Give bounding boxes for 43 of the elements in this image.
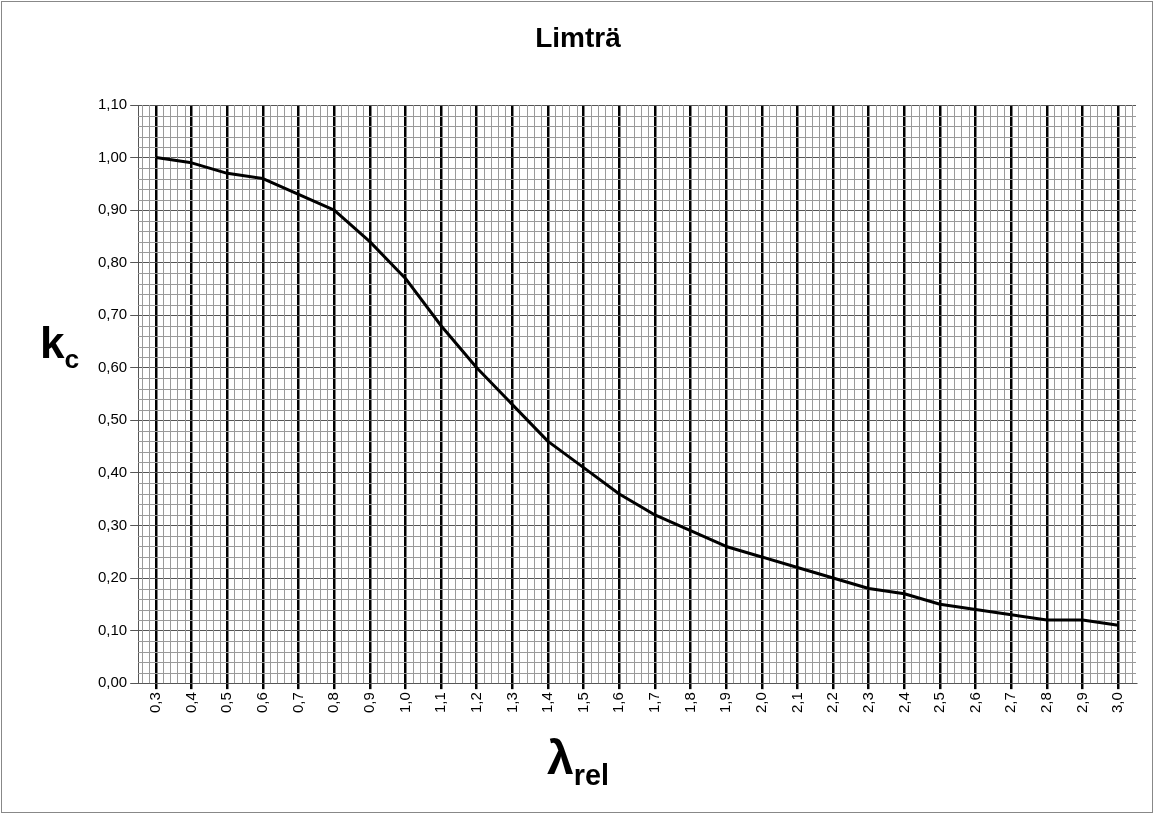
- x-tick-label: 2,4: [894, 692, 912, 714]
- y-tick-label: 1,10: [97, 95, 128, 113]
- y-tick-label: 0,90: [97, 200, 128, 218]
- x-tick-label: 2,0: [751, 692, 769, 714]
- x-tick-label: 0,4: [181, 692, 199, 714]
- x-tick-label: 0,6: [253, 692, 271, 714]
- y-tick-label: 0,40: [97, 463, 128, 481]
- x-tick-label: 1,6: [609, 692, 627, 714]
- x-tick-label: 3,0: [1108, 692, 1126, 714]
- x-tick-label: 0,7: [288, 692, 306, 714]
- y-axis-title: k$_{c}$: [40, 318, 80, 375]
- y-tick-label: 1,00: [97, 147, 128, 165]
- x-tick-label: 1,7: [645, 692, 663, 714]
- y-tick-label: 0,50: [97, 410, 128, 428]
- x-tick-label: 2,3: [858, 692, 876, 714]
- x-tick-label: 1,4: [538, 692, 556, 714]
- x-tick-label: 1,9: [716, 692, 734, 714]
- y-tick-label: 0,00: [97, 673, 128, 691]
- x-axis-title: λ$_{rel}$: [546, 730, 610, 792]
- x-tick-label: 1,1: [431, 692, 449, 714]
- x-tick-label: 1,3: [502, 692, 520, 714]
- x-tick-label: 0,3: [146, 692, 164, 714]
- x-tick-label: 2,7: [1001, 692, 1019, 714]
- y-tick-label: 0,10: [97, 620, 128, 638]
- x-tick-label: 0,8: [324, 692, 342, 714]
- x-tick-label: 2,5: [930, 692, 948, 714]
- x-tick-label: 2,6: [965, 692, 983, 714]
- y-tick-label: 0,60: [97, 357, 128, 375]
- x-tick-label: 0,5: [217, 692, 235, 714]
- x-tick-label: 0,9: [359, 692, 377, 714]
- y-tick-label: 0,80: [97, 252, 128, 270]
- x-tick-label: 2,9: [1072, 692, 1090, 714]
- x-tick-label: 1,5: [573, 692, 591, 714]
- x-tick-label: 1,0: [395, 692, 413, 714]
- x-tick-label: 1,8: [680, 692, 698, 714]
- y-tick-label: 0,70: [97, 305, 128, 323]
- y-tick-label: 0,30: [97, 515, 128, 533]
- x-tick-label: 2,2: [823, 692, 841, 714]
- x-tick-label: 2,1: [787, 692, 805, 714]
- x-tick-label: 1,2: [466, 692, 484, 714]
- x-tick-label: 2,8: [1037, 692, 1055, 714]
- y-tick-label: 0,20: [97, 568, 128, 586]
- chart-title: Limträ: [534, 22, 622, 54]
